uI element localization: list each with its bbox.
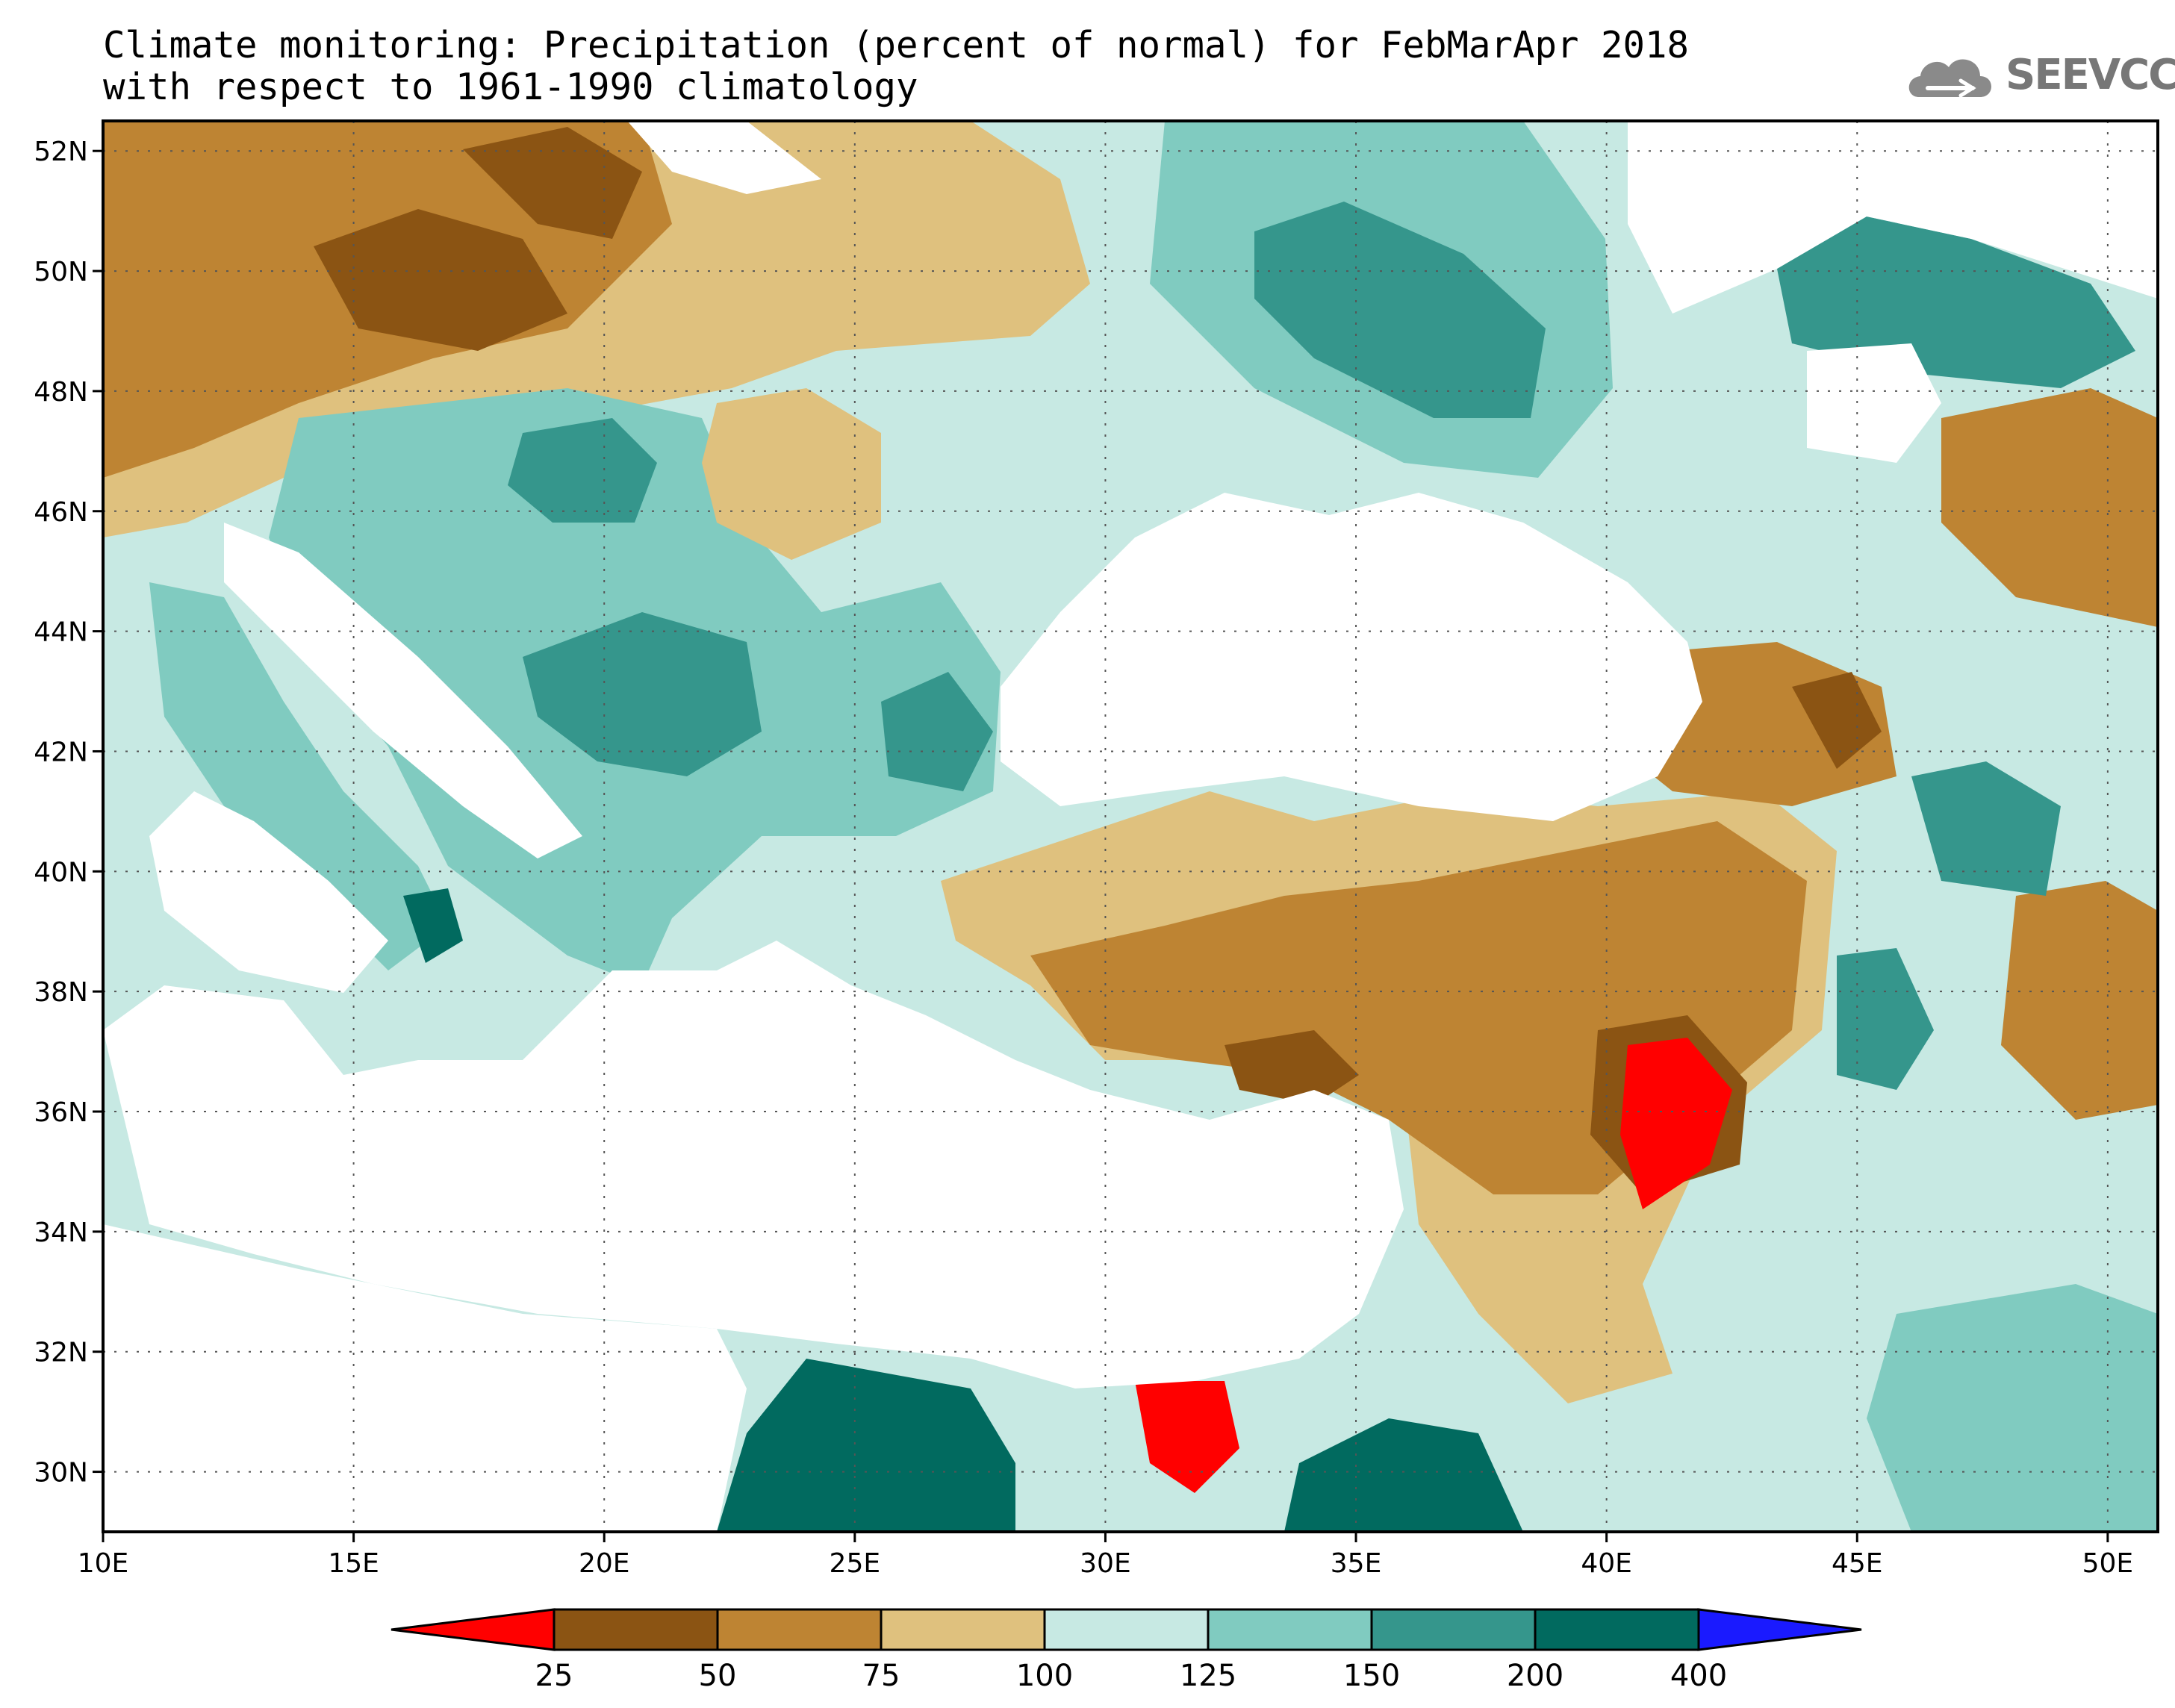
colorbar-label: 25 (535, 1659, 573, 1693)
precip-region-125-150-italy (149, 582, 448, 970)
longitude-tick-labels: 10E 15E 20E 25E 30E 35E 40E 45E 50E (78, 1532, 2133, 1579)
black-sea (1001, 493, 1702, 821)
seevccc-logo: SEEVCCC (1902, 46, 2175, 106)
map-title-line-2: with respect to 1961-1990 climatology (103, 66, 918, 108)
tyrrhenian-sea (149, 791, 388, 993)
x-tick-label: 10E (78, 1548, 129, 1579)
north-corner-blank (627, 121, 821, 194)
cloud-icon (1908, 59, 1991, 98)
x-tick-label: 45E (1832, 1548, 1883, 1579)
x-tick-label: 25E (830, 1548, 881, 1579)
colorbar-segment (553, 1608, 719, 1651)
y-tick-label: 44N (34, 617, 88, 648)
precip-region-200-400-caspian-north (1777, 216, 2135, 388)
precip-region-25-50-czech (314, 209, 567, 351)
latitude-tick-labels: 30N 32N 34N 36N 38N 40N 42N 44N 46N 48N 50N 52N (34, 137, 103, 1489)
colorbar-label: 400 (1670, 1659, 1727, 1693)
x-tick-label: 30E (1080, 1548, 1131, 1579)
precip-region-25-50-caucasus (1792, 672, 1882, 769)
y-tick-label: 52N (34, 137, 88, 167)
colorbar-segment (1043, 1608, 1210, 1651)
colorbar-segment (1370, 1608, 1537, 1651)
colorbar-label: 75 (862, 1659, 900, 1693)
logo-label: SEEVCCC (2006, 51, 2175, 99)
colorbar-segment (1534, 1608, 1700, 1651)
y-tick-label: 50N (34, 257, 88, 287)
precip-region-75-100-romania (702, 388, 881, 560)
north-africa-blank (103, 1224, 747, 1532)
colorbar-label: 125 (1180, 1659, 1236, 1693)
mediterranean-sea (103, 941, 1404, 1388)
precip-region-150-200-arabia (1867, 1284, 2158, 1532)
map-title-line-1: Climate monitoring: Precipitation (perce… (103, 24, 1690, 66)
colorbar-label: 50 (699, 1659, 737, 1693)
colorbar-segment (1207, 1608, 1373, 1651)
y-tick-label: 32N (34, 1338, 88, 1368)
precip-region-150-200-serbia (523, 612, 762, 776)
y-tick-label: 42N (34, 737, 88, 767)
precip-region-150-200-bulgaria (881, 672, 993, 791)
x-tick-label: 40E (1581, 1548, 1632, 1579)
y-tick-label: 40N (34, 857, 88, 888)
adriatic-sea (224, 523, 582, 858)
colorbar-segment (716, 1608, 883, 1651)
x-tick-label: 20E (579, 1548, 630, 1579)
precip-region-150-200-armenia (1911, 761, 2061, 896)
northeast-blank (1628, 121, 2158, 314)
precip-region-200-400-calabria (403, 888, 463, 963)
y-tick-label: 36N (34, 1097, 88, 1128)
colorbar: 25 50 75 100 125 150 200 400 (390, 1608, 1862, 1693)
precip-region-150-200-hungary (508, 418, 657, 523)
y-tick-label: 38N (34, 977, 88, 1008)
precip-region-150-200-ukraine (1254, 202, 1546, 418)
precip-region-25-50-poland (463, 127, 642, 239)
precip-region-50-75-iran (2001, 881, 2158, 1120)
colorbar-label: 100 (1016, 1659, 1073, 1693)
x-tick-label: 35E (1331, 1548, 1382, 1579)
colorbar-label: 150 (1343, 1659, 1400, 1693)
x-tick-label: 50E (2082, 1548, 2134, 1579)
sea-mask (103, 121, 2158, 1532)
colorbar-segment (880, 1608, 1046, 1651)
precip-region-below-25-egypt (1135, 1381, 1239, 1493)
y-tick-label: 46N (34, 497, 88, 528)
y-tick-label: 48N (34, 377, 88, 408)
lat-lon-grid (103, 121, 2158, 1532)
x-tick-label: 15E (328, 1548, 379, 1579)
colorbar-arrow-high (1697, 1608, 1862, 1651)
map-frame (102, 119, 2159, 1533)
precip-region-50-75-caspian-west (1941, 388, 2158, 627)
precip-region-200-400-jordan (1284, 1418, 1523, 1532)
y-tick-label: 34N (34, 1218, 88, 1248)
precip-region-200-400-libya-egypt (717, 1359, 1015, 1532)
caspian-sea-gap (1807, 343, 1941, 463)
colorbar-label: 200 (1507, 1659, 1563, 1693)
precip-region-150-200-iraq (1837, 948, 1934, 1090)
colorbar-arrow-low (390, 1608, 556, 1651)
y-tick-label: 30N (34, 1458, 88, 1489)
precip-region-25-50-turkey-south (1225, 1030, 1359, 1105)
precip-region-below-25-syria (1620, 1038, 1732, 1209)
